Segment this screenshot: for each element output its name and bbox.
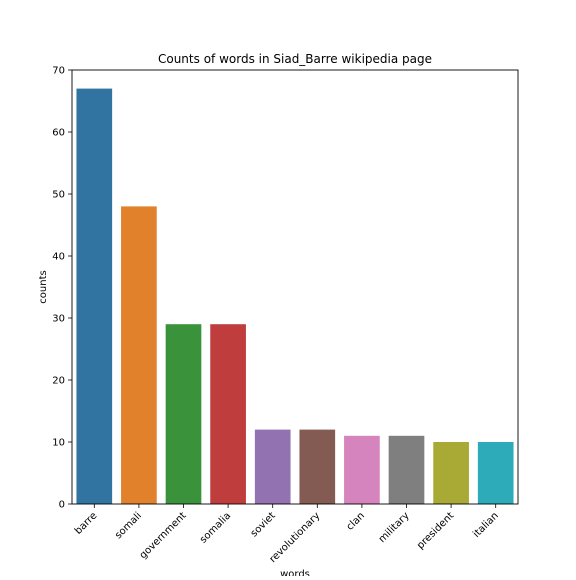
- y-tick-label: 70: [52, 66, 65, 77]
- x-tick-label: italian: [471, 510, 501, 540]
- bars-layer: [76, 88, 514, 504]
- x-tick-label: soviet: [249, 510, 278, 539]
- bar-soviet: [254, 429, 291, 504]
- x-tick-label: clan: [345, 510, 367, 532]
- y-tick-label: 20: [52, 376, 65, 387]
- bar-government: [165, 324, 202, 504]
- bar-barre: [76, 88, 113, 504]
- bar-president: [433, 442, 469, 504]
- bar-military: [388, 435, 425, 504]
- y-tick-label: 60: [52, 128, 65, 139]
- y-tick-label: 10: [52, 438, 65, 449]
- x-tick-label: somalia: [198, 510, 233, 545]
- bar-somalia: [210, 324, 246, 504]
- plot-frame: [71, 69, 519, 505]
- bar-clan: [344, 435, 380, 504]
- bar-revolutionary: [299, 429, 336, 504]
- y-tick-label: 50: [52, 190, 65, 201]
- x-tick-label: president: [415, 510, 456, 551]
- y-axis-label: counts: [38, 270, 49, 303]
- bar-somali: [121, 206, 157, 504]
- x-tick-label: barre: [73, 510, 99, 536]
- y-tick-label: 0: [59, 500, 65, 511]
- y-axis: 0 10 20 30 40 50 60 70: [52, 66, 72, 511]
- chart-title: Counts of words in Siad_Barre wikipedia …: [158, 52, 432, 66]
- bar-italian: [477, 442, 514, 504]
- y-tick-label: 40: [52, 252, 65, 263]
- x-tick-label: somali: [113, 510, 144, 541]
- x-tick-label: military: [377, 510, 412, 545]
- y-tick-label: 30: [52, 314, 65, 325]
- x-tick-label: government: [138, 510, 189, 561]
- x-axis-label: words: [280, 569, 310, 576]
